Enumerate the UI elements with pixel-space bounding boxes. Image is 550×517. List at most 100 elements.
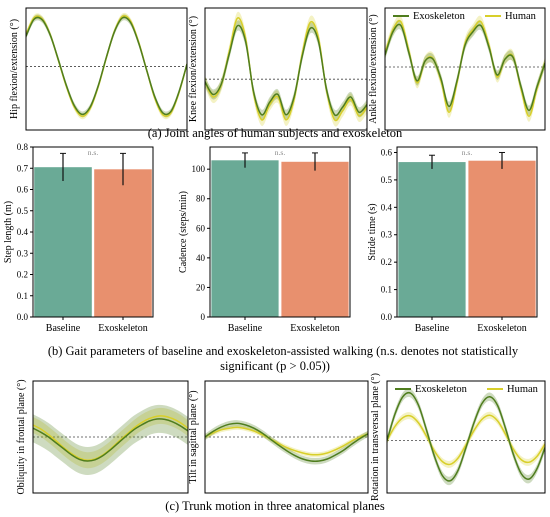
y-tick-label: 0.5: [381, 175, 393, 185]
y-tick-label: 0.0: [381, 312, 393, 322]
y-tick-label: 0.8: [17, 142, 29, 152]
error-bar-exoskeleton: [499, 151, 505, 169]
x-tick-label-exoskeleton: Exoskeleton: [290, 323, 339, 334]
caption-b-line2: significant (p > 0.05)): [220, 359, 330, 373]
c2-tilt-ylabel: Tilt in sagittal plane (°): [188, 390, 199, 483]
panel-tilt: Tilt in sagittal plane (°): [188, 380, 369, 494]
panel-knee-angle: Knee flexion/extension (°): [188, 7, 368, 131]
series-line-exoskeleton: [205, 24, 367, 117]
plot-area: [26, 12, 187, 120]
legend: Exoskeleton Human: [393, 11, 537, 22]
error-bar-exoskeleton: [312, 152, 318, 171]
y-tick-label: 0.6: [17, 185, 29, 195]
ns-annotation: n.s.: [275, 148, 286, 157]
series-line-human: [205, 426, 368, 456]
band-human: [26, 12, 187, 120]
ns-annotation: n.s.: [88, 148, 99, 157]
a1-hip-ylabel: Hip flexion/extension (°): [9, 19, 20, 119]
x-tick-label-baseline: Baseline: [228, 323, 263, 334]
y-tick-label: 80: [196, 194, 206, 204]
series-line-human: [205, 17, 367, 122]
axis-frame: [25, 7, 188, 131]
panel-hip-angle: Hip flexion/extension (°): [9, 7, 188, 131]
legend-label-exoskeleton: Exoskeleton: [413, 11, 466, 22]
a3-ankle-ylabel: Ankle flexion/extension (°): [368, 14, 379, 124]
caption-b-line1: (b) Gait parameters of baseline and exos…: [48, 344, 519, 358]
axis-frame: [384, 7, 546, 131]
error-bar-baseline: [429, 154, 435, 169]
panel-rotation: Rotation in transversal plane (°) Exoskel…: [370, 373, 546, 501]
plot-area: [385, 15, 545, 122]
c1-obliquity-ylabel: Obliquity in frontal plane (°): [16, 379, 27, 494]
b2-ylabel: Cadence (steps/min): [178, 191, 189, 273]
y-tick-label: 0.6: [381, 147, 393, 157]
y-tick-label: 0.7: [17, 163, 29, 173]
bar-baseline: [398, 162, 466, 317]
x-tick-label-exoskeleton: Exoskeleton: [98, 323, 147, 334]
band-exoskeleton: [205, 420, 368, 465]
b3-ylabel: Stride time (s): [367, 203, 378, 260]
y-tick-label: 0: [201, 312, 206, 322]
y-tick-label: 0.4: [17, 227, 29, 237]
series-line-exoskeleton: [205, 422, 368, 462]
axis-frame: [209, 146, 351, 318]
series-line-human: [387, 414, 545, 466]
legend-label-human: Human: [507, 384, 539, 395]
y-tick-label: 0.1: [381, 285, 392, 295]
y-tick-label: 0.0: [17, 312, 29, 322]
b1-ylabel: Step length (m): [3, 201, 14, 263]
y-tick-label: 0.2: [381, 257, 392, 267]
axis-frame: [204, 380, 369, 494]
x-tick-label-baseline: Baseline: [415, 323, 450, 334]
caption-c: (c) Trunk motion in three anatomical pla…: [165, 499, 385, 513]
y-tick-label: 40: [196, 253, 206, 263]
panel-step-length: Baseline Exoskeleton 0.0 0.1 0.2 0.3 0.4 0.5 0.6…: [3, 142, 154, 334]
axis-frame: [32, 146, 154, 318]
band-human: [205, 424, 368, 458]
axis-frame: [32, 380, 189, 494]
x-tick-label-baseline: Baseline: [46, 323, 81, 334]
bar-baseline: [211, 160, 279, 317]
series-line-human: [385, 19, 545, 117]
a2-knee-ylabel: Knee flexion/extension (°): [188, 16, 199, 122]
y-tick-label: 0.3: [17, 248, 29, 258]
band-exoskeleton: [33, 404, 188, 476]
plot-area: [33, 404, 188, 476]
y-tick-label: 100: [192, 164, 206, 174]
series-line-human: [26, 15, 187, 118]
y-tick-label: 0.4: [381, 202, 393, 212]
ns-annotation: n.s.: [462, 148, 473, 157]
panel-obliquity: Obliquity in frontal plane (°): [16, 379, 189, 495]
x-tick-label-exoskeleton: Exoskeleton: [477, 323, 526, 334]
bar-exoskeleton: [468, 160, 536, 317]
y-tick-label: 0.1: [17, 291, 28, 301]
band-exoskeleton: [387, 388, 545, 486]
y-tick-label: 60: [196, 223, 206, 233]
panel-cadence: Baseline Exoskeleton 0 20 40 60 80 100 n.s. Caden…: [178, 146, 351, 334]
bar-exoskeleton: [281, 161, 349, 317]
panel-stride-time: Baseline Exoskeleton 0.0 0.1 0.2 0.3 0.4 0.5 0.6…: [367, 146, 538, 334]
series-line-exoskeleton: [387, 391, 545, 482]
legend: Exoskeleton Human: [395, 384, 539, 395]
band-exoskeleton: [385, 19, 545, 116]
legend-label-exoskeleton: Exoskeleton: [415, 384, 468, 395]
panel-ankle-angle: Ankle flexion/extension (°) Exoskeleton Hu…: [368, 7, 546, 131]
error-bar-baseline: [60, 152, 66, 181]
band-human: [385, 15, 545, 122]
c3-rotation-ylabel: Rotation in transversal plane (°): [370, 373, 381, 501]
y-tick-label: 20: [196, 282, 206, 292]
axis-frame: [396, 146, 538, 318]
y-tick-label: 0.5: [17, 206, 29, 216]
legend-label-human: Human: [505, 11, 537, 22]
y-tick-label: 0.3: [381, 230, 393, 240]
series-line-exoskeleton: [385, 23, 545, 112]
band-exoskeleton: [205, 20, 367, 121]
axis-frame: [386, 380, 546, 494]
band-exoskeleton: [26, 14, 187, 118]
bar-exoskeleton: [94, 169, 152, 317]
plot-area: [205, 11, 367, 127]
series-line-exoskeleton: [26, 16, 187, 116]
series-line-exoskeleton: [33, 418, 188, 462]
caption-a: (a) Joint angles of human subjects and e…: [148, 126, 403, 140]
